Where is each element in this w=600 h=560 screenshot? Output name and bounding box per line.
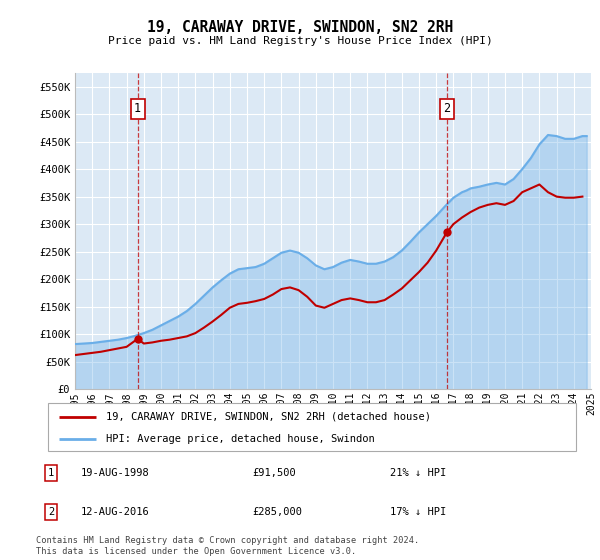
Text: Contains HM Land Registry data © Crown copyright and database right 2024.
This d: Contains HM Land Registry data © Crown c… xyxy=(36,536,419,556)
Text: HPI: Average price, detached house, Swindon: HPI: Average price, detached house, Swin… xyxy=(106,434,375,444)
Text: 19, CARAWAY DRIVE, SWINDON, SN2 2RH: 19, CARAWAY DRIVE, SWINDON, SN2 2RH xyxy=(147,20,453,35)
Text: £91,500: £91,500 xyxy=(252,468,296,478)
Text: 12-AUG-2016: 12-AUG-2016 xyxy=(81,507,150,517)
Text: 2: 2 xyxy=(443,102,451,115)
Text: £285,000: £285,000 xyxy=(252,507,302,517)
Text: 21% ↓ HPI: 21% ↓ HPI xyxy=(390,468,446,478)
Text: 17% ↓ HPI: 17% ↓ HPI xyxy=(390,507,446,517)
Text: Price paid vs. HM Land Registry's House Price Index (HPI): Price paid vs. HM Land Registry's House … xyxy=(107,36,493,46)
Text: 2: 2 xyxy=(48,507,54,517)
FancyBboxPatch shape xyxy=(48,403,576,451)
Text: 1: 1 xyxy=(48,468,54,478)
Text: 19-AUG-1998: 19-AUG-1998 xyxy=(81,468,150,478)
Text: 1: 1 xyxy=(134,102,141,115)
Text: 19, CARAWAY DRIVE, SWINDON, SN2 2RH (detached house): 19, CARAWAY DRIVE, SWINDON, SN2 2RH (det… xyxy=(106,412,431,422)
